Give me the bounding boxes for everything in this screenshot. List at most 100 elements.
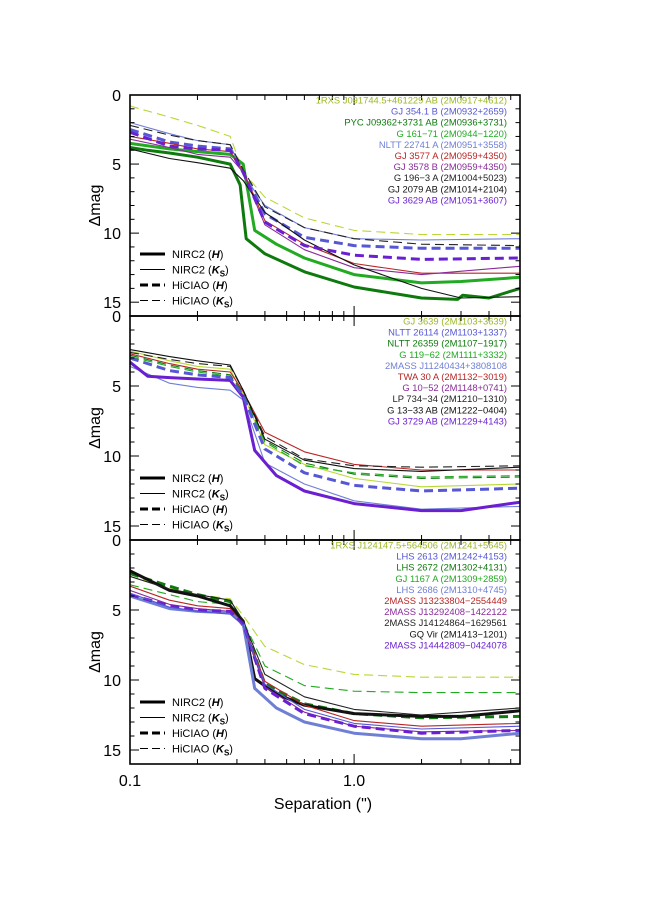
x-tick-label: 1.0 — [343, 773, 365, 790]
series-line — [130, 585, 520, 727]
target-name: 1RXS J091744.5+461229 AB — [316, 95, 438, 106]
target-id: (2M1107−1917) — [439, 338, 507, 349]
target-label: GJ 3578 B (2M0959+4350) — [394, 161, 507, 172]
target-id: (2M1310+4745) — [438, 584, 507, 595]
legend-label: HiCIAO (H) — [172, 728, 228, 740]
legend-label: HiCIAO (KS) — [172, 296, 233, 310]
y-tick-label: 15 — [103, 295, 121, 312]
series-line — [130, 124, 520, 247]
target-id: (2M0951+3558) — [438, 139, 507, 150]
legend-label: HiCIAO (KS) — [172, 744, 233, 758]
target-name: LHS 2686 — [396, 584, 438, 595]
legend-label-band: K — [216, 520, 225, 532]
legend-label-tail: ) — [220, 473, 224, 485]
legend-label-band: K — [216, 296, 225, 308]
legend-label-tail: ) — [224, 728, 228, 740]
target-id: (2M1210−1310) — [438, 393, 507, 404]
legend-label-main: NIRC2 ( — [172, 713, 212, 725]
legend-label: NIRC2 (KS) — [172, 489, 229, 503]
target-label: NLTT 22741 A (2M0951+3558) — [379, 139, 507, 150]
target-id: (2M1004+5023) — [438, 172, 507, 183]
series-line — [130, 353, 520, 471]
y-tick-label: 5 — [112, 157, 121, 174]
target-id: (2M1103+3639) — [439, 316, 507, 327]
target-name: GJ 2079 AB — [388, 183, 438, 194]
target-label: GQ Vir (2M1413−1201) — [409, 628, 507, 639]
target-name: 2MASS J14124864−1629561 — [384, 617, 507, 628]
legend-label-sub: S — [224, 301, 230, 310]
target-label: GJ 2079 AB (2M1014+2104) — [388, 183, 507, 194]
y-axis-label: Δmag — [87, 631, 104, 673]
legend-label-tail: ) — [229, 520, 233, 532]
legend-label-tail: ) — [224, 280, 228, 292]
target-id: (2M1111+3332) — [440, 349, 507, 360]
legend-label-main: NIRC2 ( — [172, 249, 212, 261]
series-line — [130, 361, 520, 513]
series-line — [130, 584, 520, 694]
y-tick-label: 15 — [103, 519, 121, 536]
target-label: LP 734−34 (2M1210−1310) — [392, 393, 507, 404]
target-label: NLTT 26359 (2M1107−1917) — [387, 338, 507, 349]
legend-label-main: NIRC2 ( — [172, 265, 212, 277]
legend-label-tail: ) — [229, 296, 233, 308]
target-name: GJ 3578 B — [394, 161, 438, 172]
legend-label: NIRC2 (H) — [172, 697, 223, 709]
y-tick-label: 5 — [112, 603, 121, 620]
target-id: (2M0932+2659) — [438, 106, 507, 117]
legend-label-tail: ) — [225, 489, 229, 501]
target-name: GJ 3639 — [403, 316, 438, 327]
target-label: GJ 1167 A (2M1309+2859) — [395, 573, 507, 584]
target-id: (2M0936+3731) — [438, 117, 507, 128]
target-id: (2M1103+1337) — [439, 327, 507, 338]
target-name: LHS 2672 — [396, 562, 438, 573]
target-label: LHS 2613 (2M1242+4153) — [396, 551, 507, 562]
target-id: (2M0944−1220) — [438, 128, 507, 139]
legend-label-main: HiCIAO ( — [172, 296, 216, 308]
x-axis-label: Separation (") — [274, 796, 372, 813]
legend-label-band: K — [212, 713, 221, 725]
x-tick-label: 0.1 — [119, 773, 141, 790]
target-name: 1RXS J124147.5+564506 — [330, 540, 438, 551]
target-id: (2M1148+0741) — [439, 382, 507, 393]
target-label: G 196−3 A (2M1004+5023) — [394, 172, 507, 183]
legend-label-band: K — [212, 265, 221, 277]
target-label: G 119−62 (2M1111+3332) — [399, 349, 507, 360]
series-line — [130, 148, 520, 299]
target-id: (2M1132−3019) — [439, 371, 507, 382]
legend-label-tail: ) — [225, 713, 229, 725]
series-line — [130, 356, 520, 493]
legend-label-band: K — [212, 489, 221, 501]
legend-label-band: H — [216, 728, 225, 740]
target-name: GQ Vir — [409, 628, 437, 639]
panel-1: 0 5 10 15 Δmag 1RXS J091744.5+461229 AB (2M09… — [87, 88, 521, 317]
target-name: 2MASS J13292408−1422122 — [384, 606, 507, 617]
target-name: NLTT 26114 — [388, 327, 439, 338]
legend-label-main: HiCIAO ( — [172, 744, 216, 756]
y-tick-label: 15 — [103, 743, 121, 760]
legend-label: NIRC2 (KS) — [172, 713, 229, 727]
target-label: GJ 354.1 B (2M0932+2659) — [391, 106, 507, 117]
target-name: GJ 354.1 B — [391, 106, 438, 117]
legend-label-band: H — [212, 697, 221, 709]
legend-label: NIRC2 (KS) — [172, 265, 229, 279]
legend-label-sub: S — [220, 718, 226, 727]
legend-label-band: H — [216, 280, 225, 292]
legend-label-main: NIRC2 ( — [172, 489, 212, 501]
target-label: 2MASS J13292408−1422122 — [384, 606, 507, 617]
y-tick-label: 0 — [112, 88, 121, 105]
y-tick-label: 0 — [112, 533, 121, 550]
series-line — [130, 349, 520, 472]
target-id: (2M0959+4350) — [438, 161, 507, 172]
target-label: G 161−71 (2M0944−1220) — [396, 128, 507, 139]
series-line — [130, 351, 520, 468]
target-name: LP 734−34 — [392, 393, 437, 404]
legend-label-main: NIRC2 ( — [172, 473, 212, 485]
target-id: (2M1309+2859) — [438, 573, 507, 584]
target-label: 1RXS J091744.5+461229 AB (2M0917+4612) — [316, 95, 507, 106]
panel-3: 0 5 10 15 0.1 1.0 Δmag 1RXS J124147.5+564506 (2… — [87, 533, 521, 790]
legend-label-main: HiCIAO ( — [172, 504, 216, 516]
legend-label-main: HiCIAO ( — [172, 280, 216, 292]
y-tick-label: 10 — [103, 673, 121, 690]
